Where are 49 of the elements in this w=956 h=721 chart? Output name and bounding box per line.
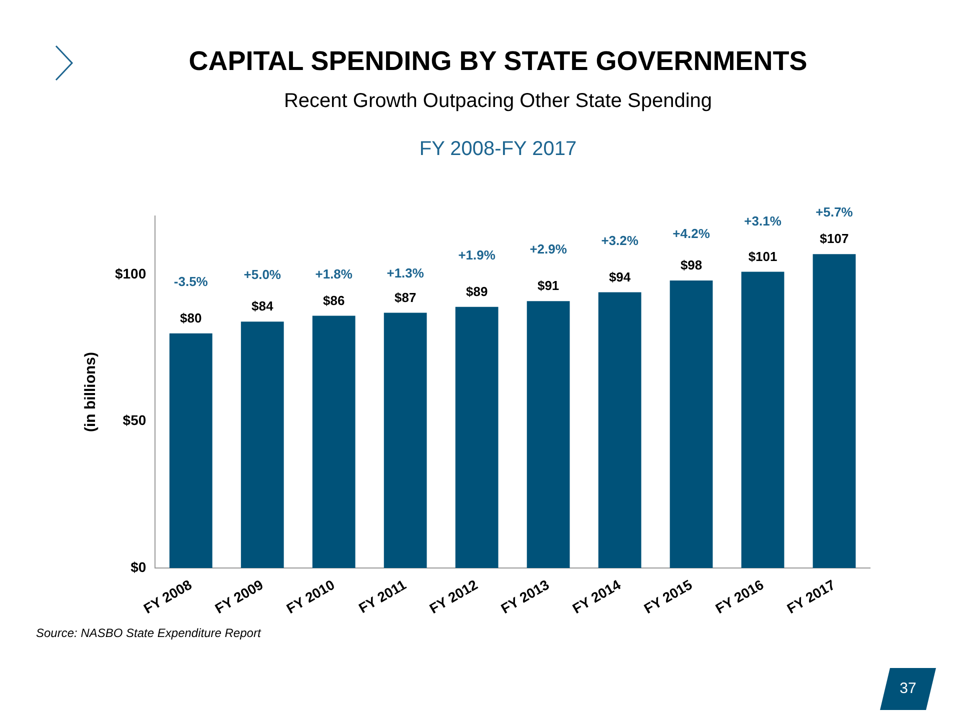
x-tick-label: FY 2010 xyxy=(284,576,338,617)
y-tick-label: $0 xyxy=(130,558,146,575)
annotation: -3.5% xyxy=(174,274,208,289)
bar xyxy=(312,316,356,568)
text: 37 xyxy=(898,680,918,697)
bar xyxy=(169,333,212,568)
data-label: $89 xyxy=(466,284,488,300)
annotation: +1.3% xyxy=(386,265,424,280)
data-label: $84 xyxy=(252,298,274,314)
annotation: +5.7% xyxy=(816,204,854,220)
chart-subtitle: Recent Growth Outpacing Other State Spending xyxy=(282,90,714,113)
x-tick-label: FY 2017 xyxy=(784,576,838,617)
bar xyxy=(455,306,498,568)
annotation: +1.9% xyxy=(458,248,496,263)
bar xyxy=(741,272,784,568)
x-tick-label: FY 2014 xyxy=(570,576,624,617)
annotation: +3.1% xyxy=(744,213,782,228)
data-label: $80 xyxy=(180,310,202,326)
annotation: +5.0% xyxy=(244,267,282,282)
x-tick-label: FY 2015 xyxy=(641,576,695,617)
annotation: +1.8% xyxy=(315,266,353,282)
chart-title: CAPITAL SPENDING BY STATE GOVERNMENTS xyxy=(188,46,808,77)
data-label: $94 xyxy=(608,269,632,284)
x-tick-label: FY 2012 xyxy=(426,576,480,617)
bar xyxy=(526,301,570,568)
annotation: +2.9% xyxy=(530,242,568,257)
y-tick-label: $100 xyxy=(114,266,146,282)
bar xyxy=(240,322,284,568)
x-tick-label: FY 2009 xyxy=(212,576,266,617)
bar xyxy=(598,292,642,568)
annotation: +3.2% xyxy=(601,232,639,248)
bar xyxy=(384,312,427,568)
data-label: $98 xyxy=(680,258,702,273)
y-tick-label: $50 xyxy=(122,412,146,428)
x-tick-label: FY 2016 xyxy=(712,576,766,617)
data-label: $86 xyxy=(323,292,345,308)
data-label: $107 xyxy=(820,231,849,246)
data-label: $101 xyxy=(748,248,778,264)
x-tick-label: FY 2011 xyxy=(356,576,409,616)
bar xyxy=(670,280,713,568)
y-axis-title: (in billions) xyxy=(82,352,100,432)
x-tick-label: FY 2013 xyxy=(498,576,552,617)
text: FY 2008-FY 2017 xyxy=(418,138,578,161)
x-tick-label: FY 2008 xyxy=(140,576,194,617)
data-label: $87 xyxy=(394,290,416,305)
source-note: Source: NASBO State Expenditure Report xyxy=(36,626,261,640)
bar xyxy=(812,254,856,568)
data-label: $91 xyxy=(537,278,560,294)
annotation: +4.2% xyxy=(672,226,710,242)
